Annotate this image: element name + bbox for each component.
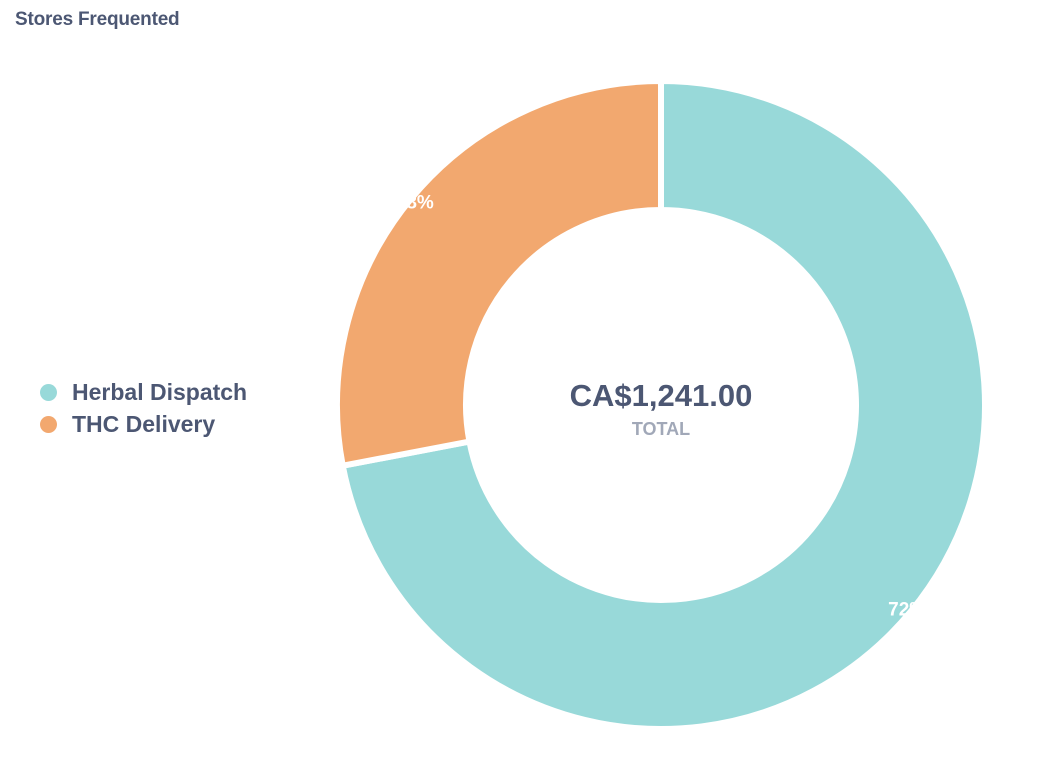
legend-label-herbal-dispatch: Herbal Dispatch — [72, 378, 248, 405]
slice-label-herbal-dispatch: 72% — [888, 600, 926, 621]
slice-label-thc-delivery: 28% — [396, 192, 434, 213]
donut-slice-labels: 72% 28% — [396, 192, 926, 620]
slice-herbal-dispatch[interactable] — [339, 77, 988, 732]
chart-title: Stores Frequented — [15, 9, 180, 30]
legend-swatch-thc-delivery — [40, 415, 57, 433]
donut-slices — [334, 77, 988, 732]
legend-swatch-herbal-dispatch — [40, 383, 57, 401]
legend-label-thc-delivery: THC Delivery — [72, 410, 216, 437]
legend-item-thc-delivery[interactable]: THC Delivery — [40, 408, 247, 440]
center-total-label: TOTAL — [632, 419, 690, 439]
legend: Herbal Dispatch THC Delivery — [40, 376, 247, 440]
legend-item-herbal-dispatch[interactable]: Herbal Dispatch — [40, 376, 247, 408]
center-total-value: CA$1,241.00 — [570, 378, 753, 413]
slice-thc-delivery[interactable] — [334, 77, 664, 470]
